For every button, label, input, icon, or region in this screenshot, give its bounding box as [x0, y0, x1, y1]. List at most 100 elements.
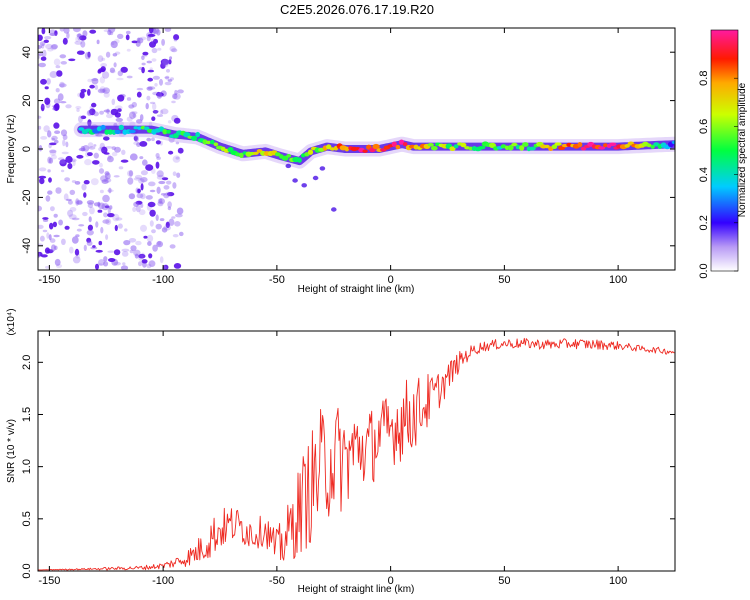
noise-blob: [107, 250, 115, 253]
noise-blob: [42, 229, 48, 233]
noise-blob: [171, 100, 176, 104]
noise-blob: [129, 111, 136, 120]
x-tick-label: 100: [609, 274, 627, 286]
noise-blob: [172, 93, 178, 100]
noise-blob: [114, 105, 123, 111]
x-tick-label: -50: [269, 575, 285, 587]
x-tick-label: 100: [609, 575, 627, 587]
noise-blob: [121, 248, 130, 252]
ridge-point: [128, 129, 136, 134]
noise-blob: [55, 187, 62, 194]
noise-blob: [53, 213, 58, 218]
colorbar-tick-label: 0.8: [698, 71, 710, 86]
noise-blob: [63, 28, 70, 34]
noise-blob: [38, 34, 43, 41]
snr-panel: -150 -100 -50 0 50 100 0.0 0.5 1.0 1.5 2.0 Height…: [6, 308, 676, 595]
noise-blob: [160, 193, 166, 196]
noise-blob: [89, 108, 96, 116]
noise-blob: [167, 201, 172, 208]
noise-blob: [93, 152, 100, 159]
noise-blob: [60, 129, 68, 137]
ridge-point: [133, 126, 139, 130]
noise-blob: [152, 110, 159, 114]
ridge-point: [489, 142, 496, 148]
x-tick-label: -100: [152, 274, 174, 286]
noise-blob: [175, 213, 183, 218]
noise-blob: [108, 258, 116, 262]
noise-blob: [65, 104, 72, 109]
noise-blob: [139, 156, 144, 160]
noise-blob: [69, 189, 76, 195]
noise-blob: [97, 201, 101, 207]
noise-blob: [161, 227, 168, 233]
snr-x-label: Height of straight line (km): [298, 584, 415, 595]
noise-blob: [173, 263, 182, 269]
noise-blob: [159, 256, 164, 264]
noise-blob: [95, 263, 99, 270]
noise-blob: [134, 135, 139, 143]
noise-blob: [99, 86, 106, 93]
noise-blob: [154, 83, 158, 87]
noise-blob: [83, 244, 87, 252]
noise-blob: [49, 222, 54, 230]
noise-blob: [145, 102, 149, 110]
noise-blob: [167, 120, 172, 124]
noise-blob: [142, 51, 149, 56]
noise-blob: [91, 78, 99, 81]
noise-blob: [114, 224, 118, 232]
noise-blob: [146, 234, 154, 243]
noise-blob: [99, 110, 104, 115]
noise-blob: [89, 84, 95, 89]
noise-blob: [54, 139, 59, 144]
noise-blob: [135, 240, 142, 246]
noise-blob: [125, 30, 131, 35]
noise-blob: [54, 245, 58, 250]
noise-blob: [167, 206, 172, 211]
noise-blob: [152, 244, 158, 252]
noise-blob: [92, 160, 100, 165]
ridge-point: [205, 140, 212, 145]
noise-blob: [87, 88, 91, 96]
noise-blob: [89, 105, 94, 111]
noise-blob: [54, 30, 58, 36]
chart-title: C2E5.2026.076.17.19.R20: [280, 2, 434, 17]
noise-blob: [151, 116, 156, 121]
noise-blob: [147, 69, 154, 73]
noise-blob: [138, 253, 146, 259]
noise-blob: [170, 77, 174, 81]
noise-blob: [175, 141, 180, 145]
noise-blob: [141, 259, 148, 264]
noise-blob: [151, 38, 156, 44]
noise-blob: [40, 235, 45, 242]
ridge-point: [453, 144, 459, 149]
ridge-point: [281, 155, 289, 161]
noise-blob: [155, 223, 162, 230]
noise-blob: [151, 58, 157, 62]
noise-blob: [39, 41, 46, 46]
y-tick-label: 1.0: [21, 459, 33, 474]
snr-series-line: [38, 337, 675, 571]
noise-blob: [61, 238, 66, 245]
noise-blob: [72, 159, 76, 167]
ridge-point: [307, 149, 314, 155]
noise-blob: [40, 56, 47, 61]
noise-blob: [115, 217, 123, 221]
noise-blob: [76, 228, 82, 232]
noise-blob: [43, 125, 50, 133]
noise-blob: [168, 150, 174, 155]
noise-blob: [147, 241, 152, 247]
noise-blob: [77, 33, 82, 41]
noise-blob: [48, 234, 52, 241]
noise-blob: [41, 28, 46, 35]
noise-blob: [131, 40, 138, 44]
stray-blob: [331, 207, 337, 212]
noise-blob: [112, 213, 120, 222]
noise-blob: [102, 146, 106, 151]
noise-blob: [164, 81, 172, 86]
noise-blob: [71, 236, 79, 244]
snr-y-scale-note: (x10⁴): [6, 308, 17, 335]
ridge-point: [107, 129, 114, 135]
noise-blob: [146, 35, 151, 42]
x-tick-label: -150: [38, 575, 60, 587]
noise-blob: [95, 133, 103, 137]
